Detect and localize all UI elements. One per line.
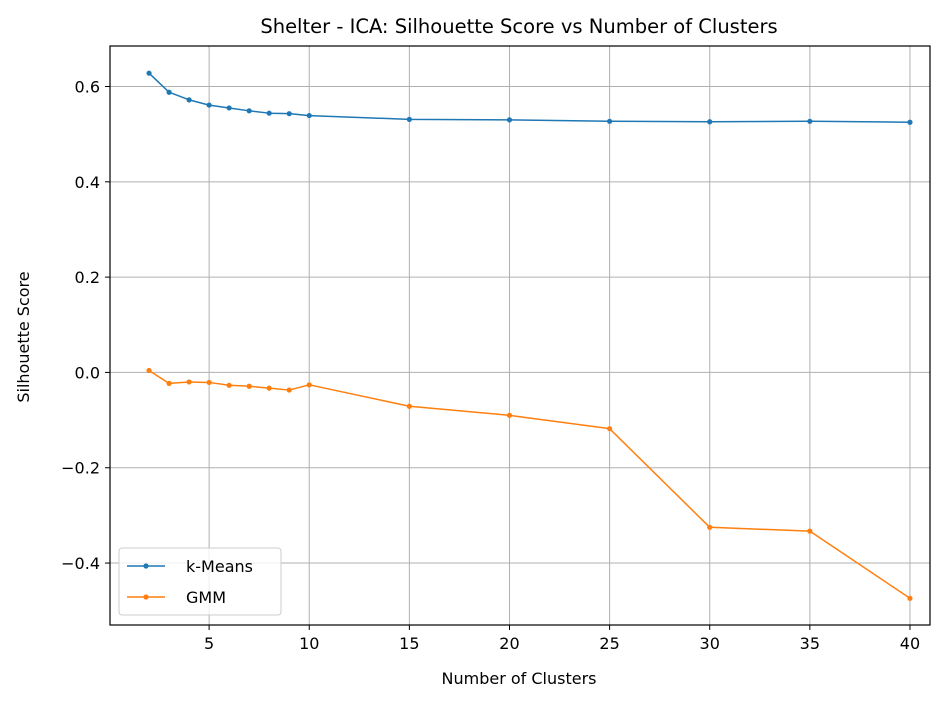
legend-marker-k-means — [143, 563, 149, 569]
data-point-k-means — [226, 105, 232, 111]
data-point-gmm — [607, 426, 613, 432]
ticks: 5 10 15 20 25 30 35 40 −0.4 −0.2 0.0 0.2 0.4 0.6 — [61, 78, 920, 653]
data-point-gmm — [707, 524, 713, 530]
data-point-gmm — [907, 595, 913, 601]
x-tick-label: 5 — [204, 634, 214, 653]
x-tick-label: 35 — [800, 634, 820, 653]
y-axis-label: Silhouette Score — [14, 271, 33, 402]
series-layer — [146, 70, 913, 601]
legend-label-k-means: k-Means — [186, 557, 253, 576]
y-tick-label: −0.4 — [61, 554, 100, 573]
data-point-gmm — [807, 528, 813, 534]
y-tick-label: −0.2 — [61, 459, 100, 478]
legend-box — [118, 547, 282, 616]
y-tick-label: 0.2 — [75, 268, 100, 287]
data-point-k-means — [266, 110, 272, 116]
chart-title: Shelter - ICA: Silhouette Score vs Numbe… — [260, 15, 777, 38]
data-point-gmm — [226, 382, 232, 388]
y-tick-label: 0.6 — [75, 78, 100, 97]
data-point-gmm — [306, 382, 312, 388]
x-tick-label: 15 — [399, 634, 419, 653]
data-point-k-means — [907, 119, 913, 125]
data-point-k-means — [246, 108, 252, 114]
x-tick-label: 20 — [499, 634, 519, 653]
data-point-k-means — [146, 70, 152, 76]
data-point-k-means — [707, 119, 713, 125]
data-point-k-means — [206, 102, 212, 108]
data-point-k-means — [286, 111, 292, 117]
data-point-gmm — [406, 403, 412, 409]
data-point-gmm — [266, 385, 272, 391]
y-tick-label: 0.4 — [75, 173, 100, 192]
data-point-k-means — [406, 116, 412, 122]
data-point-gmm — [506, 412, 513, 418]
plot-frame — [109, 45, 931, 626]
legend: k-Means GMM — [118, 547, 282, 616]
x-tick-label: 40 — [900, 634, 920, 653]
x-tick-label: 30 — [700, 634, 720, 653]
data-point-k-means — [166, 89, 172, 95]
data-point-gmm — [166, 380, 172, 386]
data-point-gmm — [206, 379, 212, 386]
data-point-gmm — [286, 387, 292, 393]
data-point-gmm — [246, 383, 252, 389]
data-point-gmm — [146, 367, 152, 374]
data-point-k-means — [807, 118, 813, 124]
legend-label-gmm: GMM — [186, 588, 226, 607]
data-point-k-means — [607, 118, 613, 124]
x-tick-label: 10 — [299, 634, 319, 653]
legend-marker-gmm — [143, 594, 149, 600]
data-point-k-means — [506, 117, 513, 123]
data-point-gmm — [186, 379, 192, 385]
y-tick-label: 0.0 — [75, 363, 100, 382]
data-point-k-means — [306, 112, 312, 119]
x-axis-label: Number of Clusters — [442, 669, 597, 688]
x-tick-label: 25 — [599, 634, 619, 653]
data-point-k-means — [186, 97, 192, 103]
